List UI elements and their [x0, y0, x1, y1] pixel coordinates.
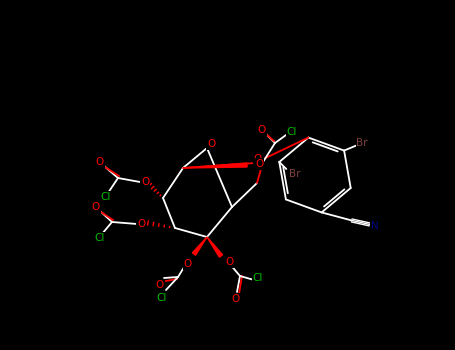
Text: Cl: Cl	[157, 293, 167, 303]
Text: O: O	[141, 177, 149, 187]
Text: O: O	[254, 154, 262, 164]
Text: Cl: Cl	[101, 192, 111, 202]
Text: Cl: Cl	[253, 273, 263, 283]
Text: O: O	[92, 202, 100, 212]
Polygon shape	[192, 237, 207, 255]
Text: O: O	[96, 157, 104, 167]
Polygon shape	[183, 163, 247, 168]
Text: O: O	[258, 125, 266, 135]
Text: Cl: Cl	[95, 233, 105, 243]
Text: O: O	[156, 280, 164, 290]
Text: Cl: Cl	[287, 127, 297, 137]
Text: Br: Br	[356, 138, 368, 148]
Text: O: O	[184, 259, 192, 269]
Text: O: O	[255, 159, 263, 169]
Text: O: O	[137, 219, 145, 229]
Text: Br: Br	[288, 169, 300, 179]
Text: O: O	[207, 139, 215, 149]
Text: O: O	[231, 294, 239, 304]
Text: O: O	[225, 257, 233, 267]
Polygon shape	[207, 237, 222, 257]
Text: N: N	[371, 222, 379, 231]
